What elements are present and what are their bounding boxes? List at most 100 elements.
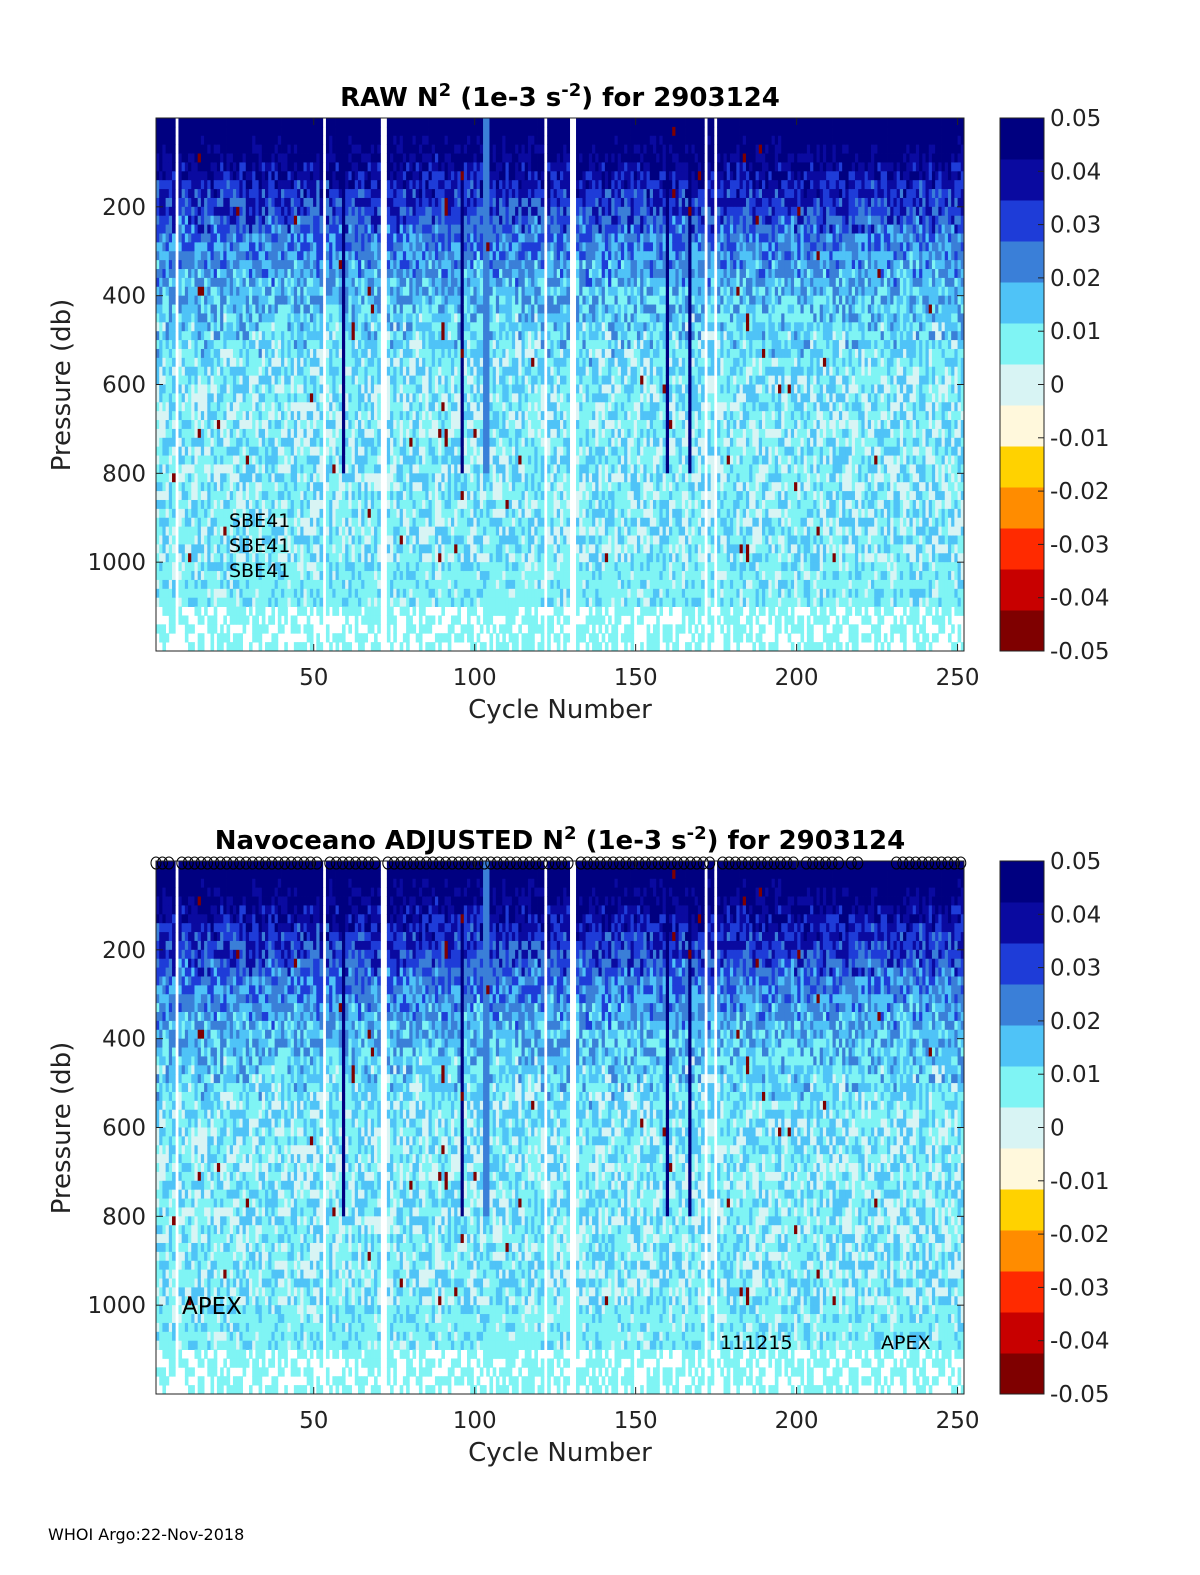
heatmap-cell — [181, 197, 186, 208]
heatmap-cell — [418, 366, 423, 377]
heatmap-cell — [229, 118, 234, 128]
heatmap-cell — [191, 446, 195, 456]
heatmap-cell — [265, 242, 269, 252]
heatmap-cell — [316, 206, 320, 217]
heatmap-cell — [390, 260, 394, 270]
heatmap-cell — [377, 579, 381, 590]
heatmap-cell — [422, 588, 426, 599]
heatmap-cell — [194, 482, 199, 492]
heatmap-cell — [248, 189, 253, 199]
heatmap-cell — [156, 579, 160, 590]
heatmap-cell — [422, 571, 426, 581]
heatmap-cell — [297, 233, 301, 243]
heatmap-cell — [204, 491, 208, 501]
heatmap-cell — [370, 242, 375, 252]
heatmap-cell — [361, 482, 365, 492]
heatmap-cell — [409, 197, 413, 208]
heatmap-cell — [319, 322, 324, 332]
heatmap-cell — [396, 180, 401, 190]
heatmap-cell — [345, 428, 349, 439]
heatmap-cell — [345, 491, 349, 501]
heatmap-cell — [402, 411, 407, 421]
heatmap-cell — [255, 171, 260, 181]
heatmap-cell — [271, 260, 276, 270]
heatmap-cell — [248, 304, 253, 314]
heatmap-cell — [316, 553, 320, 563]
heatmap-cell — [441, 579, 445, 590]
heatmap-cell — [293, 269, 298, 279]
heatmap-cell — [300, 571, 304, 581]
heatmap-cell — [377, 420, 381, 430]
heatmap-cell — [422, 420, 426, 430]
heatmap-cell — [284, 251, 288, 261]
heatmap-cell — [438, 464, 442, 474]
heatmap-cell — [200, 420, 205, 430]
heatmap-cell — [399, 482, 404, 492]
heatmap-cell — [271, 171, 276, 181]
heatmap-cell — [412, 189, 417, 199]
heatmap-cell — [386, 446, 391, 456]
heatmap-cell — [242, 402, 247, 412]
heatmap-cell — [329, 526, 333, 536]
heatmap-cell — [297, 455, 301, 465]
heatmap-cell — [399, 508, 404, 519]
heatmap-cell — [188, 535, 192, 545]
heatmap-cell — [223, 348, 227, 359]
heatmap-cell — [220, 420, 224, 430]
heatmap-cell — [204, 508, 208, 519]
heatmap-cell — [306, 304, 311, 314]
heatmap-cell — [412, 446, 417, 456]
heatmap-cell — [255, 491, 260, 501]
heatmap-cell — [393, 437, 397, 448]
heatmap-cell — [265, 206, 269, 217]
heatmap-cell — [386, 571, 391, 581]
heatmap-cell — [438, 260, 442, 270]
heatmap-cell — [181, 393, 186, 403]
heatmap-cell — [255, 348, 260, 359]
heatmap-cell — [390, 233, 394, 243]
heatmap-cell — [181, 597, 186, 607]
heatmap-cell — [181, 171, 186, 181]
heatmap-cell — [268, 384, 272, 394]
heatmap-cell — [370, 411, 375, 421]
heatmap-cell — [216, 597, 221, 607]
heatmap-cell — [223, 571, 227, 581]
heatmap-cell — [265, 144, 269, 154]
heatmap-cell — [229, 304, 234, 314]
heatmap-cell — [358, 606, 362, 616]
heatmap-cell — [213, 579, 218, 590]
heatmap-cell — [162, 171, 167, 181]
heatmap-cell — [265, 571, 269, 581]
heatmap-cell — [402, 251, 407, 261]
heatmap-cell — [258, 499, 263, 510]
heatmap-cell — [287, 597, 292, 607]
heatmap-cell — [172, 260, 176, 270]
heatmap-cell — [252, 313, 256, 323]
heatmap-cell — [348, 153, 352, 163]
heatmap-cell — [406, 233, 410, 243]
heatmap-cell — [370, 251, 375, 261]
heatmap-cell — [207, 251, 211, 261]
heatmap-cell — [184, 189, 189, 199]
heatmap-cell — [425, 144, 429, 154]
heatmap-cell — [178, 144, 183, 154]
heatmap-cell — [223, 446, 227, 456]
heatmap-cell — [338, 215, 343, 225]
heatmap-cell — [341, 286, 346, 297]
heatmap-cell — [332, 455, 336, 465]
heatmap-cell — [277, 562, 282, 572]
heatmap-cell — [396, 384, 401, 394]
heatmap-cell — [309, 588, 314, 599]
heatmap-cell — [325, 348, 330, 359]
heatmap-cell — [402, 428, 407, 439]
heatmap-cell — [319, 597, 324, 607]
heatmap-cell — [313, 171, 317, 181]
heatmap-cell — [204, 375, 208, 385]
heatmap-cell — [172, 357, 176, 368]
heatmap-cell — [245, 366, 250, 377]
heatmap-cell — [418, 135, 423, 146]
heatmap-cell — [268, 499, 272, 510]
heatmap-cell — [409, 491, 413, 501]
heatmap-cell — [441, 535, 445, 545]
heatmap-cell — [184, 597, 189, 607]
